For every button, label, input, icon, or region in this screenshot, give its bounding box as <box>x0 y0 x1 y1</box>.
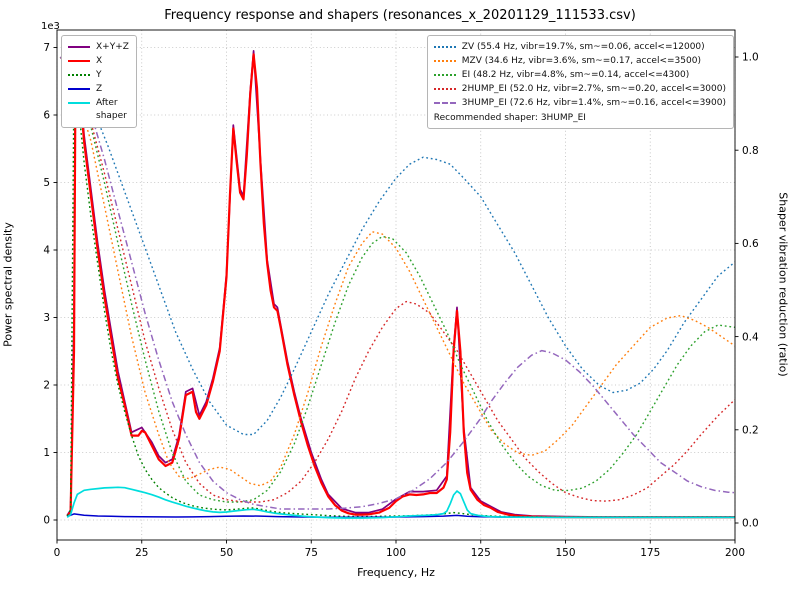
legend-line-swatch <box>433 46 456 48</box>
series-mzv <box>59 56 735 487</box>
series-3hump-ei <box>59 56 735 510</box>
y-right-tick-label: 0.2 <box>742 425 759 437</box>
x-tick-label: 125 <box>471 547 491 559</box>
y-right-tick-label: 0.8 <box>742 145 759 157</box>
legend-item-label: 2HUMP_EI (52.0 Hz, vibr=2.7%, sm~=0.20, … <box>461 84 726 95</box>
legend-line-swatch <box>433 88 456 91</box>
y-left-tick-label: 2 <box>43 380 50 392</box>
y-right-tick-label: 0.6 <box>742 238 759 250</box>
y-axis-right-label: Shaper vibration reduction (ratio) <box>776 192 790 377</box>
y-right-tick-label: 0.4 <box>742 331 759 343</box>
legend-item-label: EI (48.2 Hz, vibr=4.8%, sm~=0.14, accel<… <box>461 70 690 81</box>
legend-line-swatch <box>433 74 456 77</box>
legend-line-swatch <box>68 46 90 48</box>
series-y <box>66 73 735 518</box>
chart-title: Frequency response and shapers (resonanc… <box>164 8 636 23</box>
recommended-shaper-note: Recommended shaper: 3HUMP_EI <box>433 113 586 124</box>
y-left-tick-label: 4 <box>43 245 50 257</box>
y-left-tick-label: 7 <box>43 42 50 54</box>
x-tick-label: 175 <box>640 547 660 559</box>
legend-item: Z <box>68 83 129 96</box>
legend-item: After shaper <box>68 97 129 123</box>
legend-item-label: Y <box>96 70 102 81</box>
y-left-tick-label: 6 <box>43 110 50 122</box>
y-left-tick-label: 1 <box>43 447 50 459</box>
y-right-tick-label: 0.0 <box>742 518 759 530</box>
legend-line-swatch <box>68 60 90 63</box>
x-tick-label: 100 <box>386 547 406 559</box>
series-x <box>66 53 735 519</box>
y-left-tick-label: 3 <box>43 312 50 324</box>
legend-item-label: X <box>96 56 103 67</box>
x-tick-label: 75 <box>305 547 318 559</box>
legend-item-label: MZV (34.6 Hz, vibr=3.6%, sm~=0.17, accel… <box>461 56 701 67</box>
left-axis-offset-label: 1e3 <box>41 21 60 32</box>
legend-item: MZV (34.6 Hz, vibr=3.6%, sm~=0.17, accel… <box>433 55 726 68</box>
legend-psd: X+Y+Z X Y Z After shaper <box>61 35 137 129</box>
legend-line-swatch <box>68 88 90 91</box>
y-left-tick-label: 5 <box>43 177 50 189</box>
legend-line-swatch <box>68 102 90 105</box>
legend-shapers: ZV (55.4 Hz, vibr=19.7%, sm~=0.06, accel… <box>426 35 734 130</box>
x-tick-label: 50 <box>220 547 233 559</box>
y-right-tick-label: 1.0 <box>742 52 759 64</box>
legend-item: 2HUMP_EI (52.0 Hz, vibr=2.7%, sm~=0.20, … <box>433 83 726 96</box>
legend-item-label: X+Y+Z <box>96 42 129 52</box>
legend-item-label: 3HUMP_EI (72.6 Hz, vibr=1.4%, sm~=0.16, … <box>461 98 726 109</box>
x-tick-label: 150 <box>555 547 575 559</box>
legend-item: Y <box>68 69 129 82</box>
legend-line-swatch <box>433 102 456 105</box>
x-tick-label: 0 <box>54 547 61 559</box>
x-tick-label: 200 <box>725 547 745 559</box>
legend-item: X+Y+Z <box>68 41 129 54</box>
series-ei <box>59 56 735 503</box>
y-axis-left-label: Power spectral density <box>1 222 15 347</box>
x-axis-label: Frequency, Hz <box>357 566 435 579</box>
legend-line-swatch <box>68 74 90 77</box>
legend-line-swatch <box>433 60 456 63</box>
legend-item: 3HUMP_EI (72.6 Hz, vibr=1.4%, sm~=0.16, … <box>433 97 726 110</box>
legend-item-label: Z <box>96 84 103 95</box>
legend-item: ZV (55.4 Hz, vibr=19.7%, sm~=0.06, accel… <box>433 41 726 54</box>
legend-item: EI (48.2 Hz, vibr=4.8%, sm~=0.14, accel<… <box>433 69 726 82</box>
y-left-tick-label: 0 <box>43 515 50 527</box>
series-after-shaper <box>66 486 735 519</box>
series-2hump-ei <box>59 56 735 503</box>
x-tick-label: 25 <box>135 547 148 559</box>
legend-item: X <box>68 55 129 68</box>
legend-item-label: ZV (55.4 Hz, vibr=19.7%, sm~=0.06, accel… <box>461 42 705 52</box>
legend-item-label: After shaper <box>96 98 127 122</box>
